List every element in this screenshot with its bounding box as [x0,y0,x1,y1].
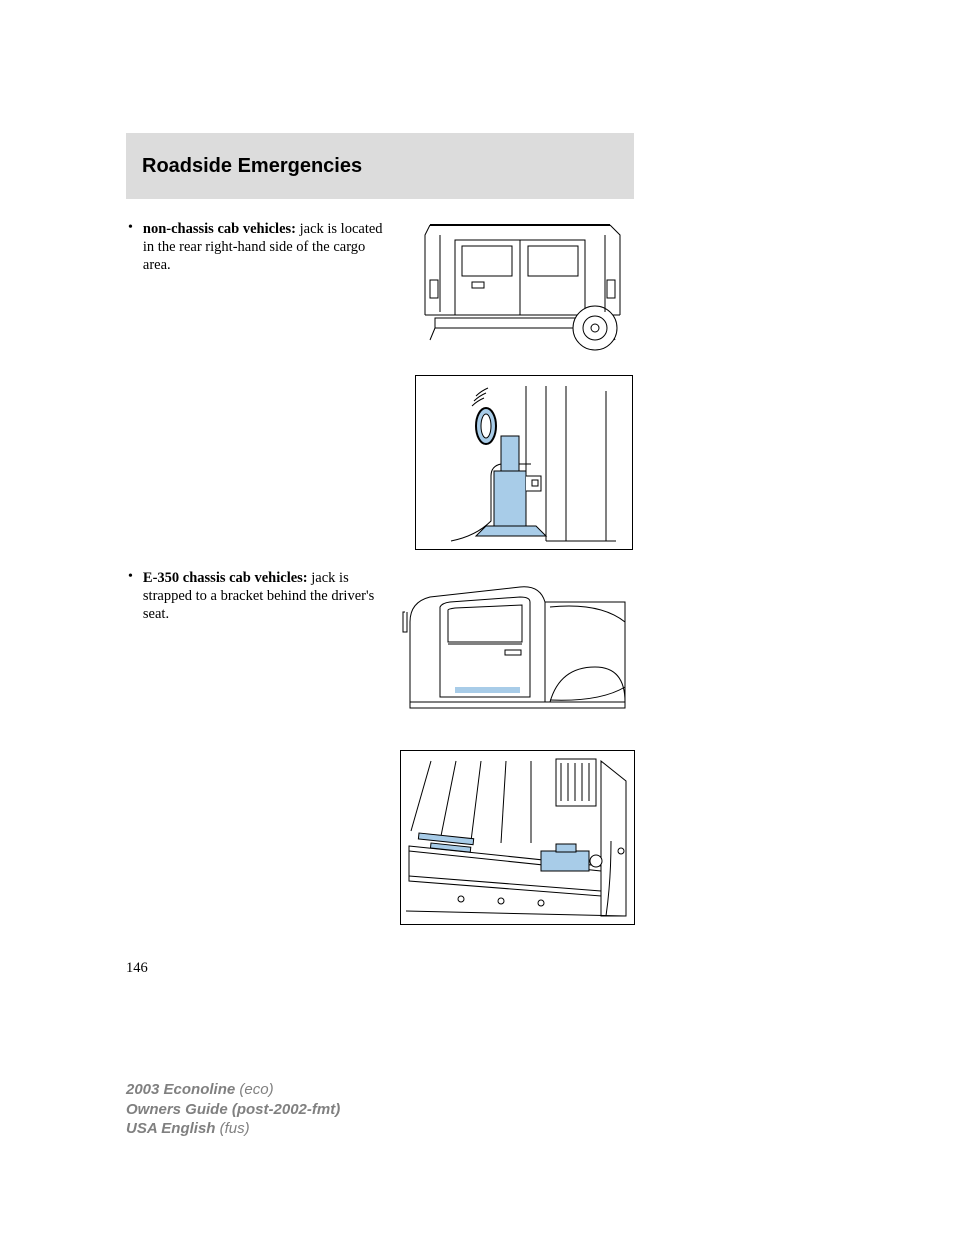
bullet-text: E-350 chassis cab vehicles: jack is stra… [143,569,386,623]
bullet-dot: • [128,569,133,586]
bullet-dot: • [128,220,133,237]
bullet-item: • non-chassis cab vehicles: jack is loca… [126,220,386,274]
figure-jack-cargo-detail [415,375,633,550]
footer-line-3: USA English (fus) [126,1119,340,1139]
bullet-text: non-chassis cab vehicles: jack is locate… [143,220,386,274]
figure-jack-seat-detail [400,750,635,925]
footer-line-1: 2003 Econoline (eco) [126,1080,340,1100]
section-header-bar: Roadside Emergencies [126,133,634,199]
content-block-2: • E-350 chassis cab vehicles: jack is st… [126,569,386,631]
figure-chassis-cab-side [400,572,635,742]
figure-van-rear [410,220,635,365]
bullet-item: • E-350 chassis cab vehicles: jack is st… [126,569,386,623]
footer-line-2: Owners Guide (post-2002-fmt) [126,1100,340,1120]
page-number: 146 [126,960,148,977]
footer-block: 2003 Econoline (eco) Owners Guide (post-… [126,1080,340,1139]
section-title: Roadside Emergencies [142,155,362,178]
